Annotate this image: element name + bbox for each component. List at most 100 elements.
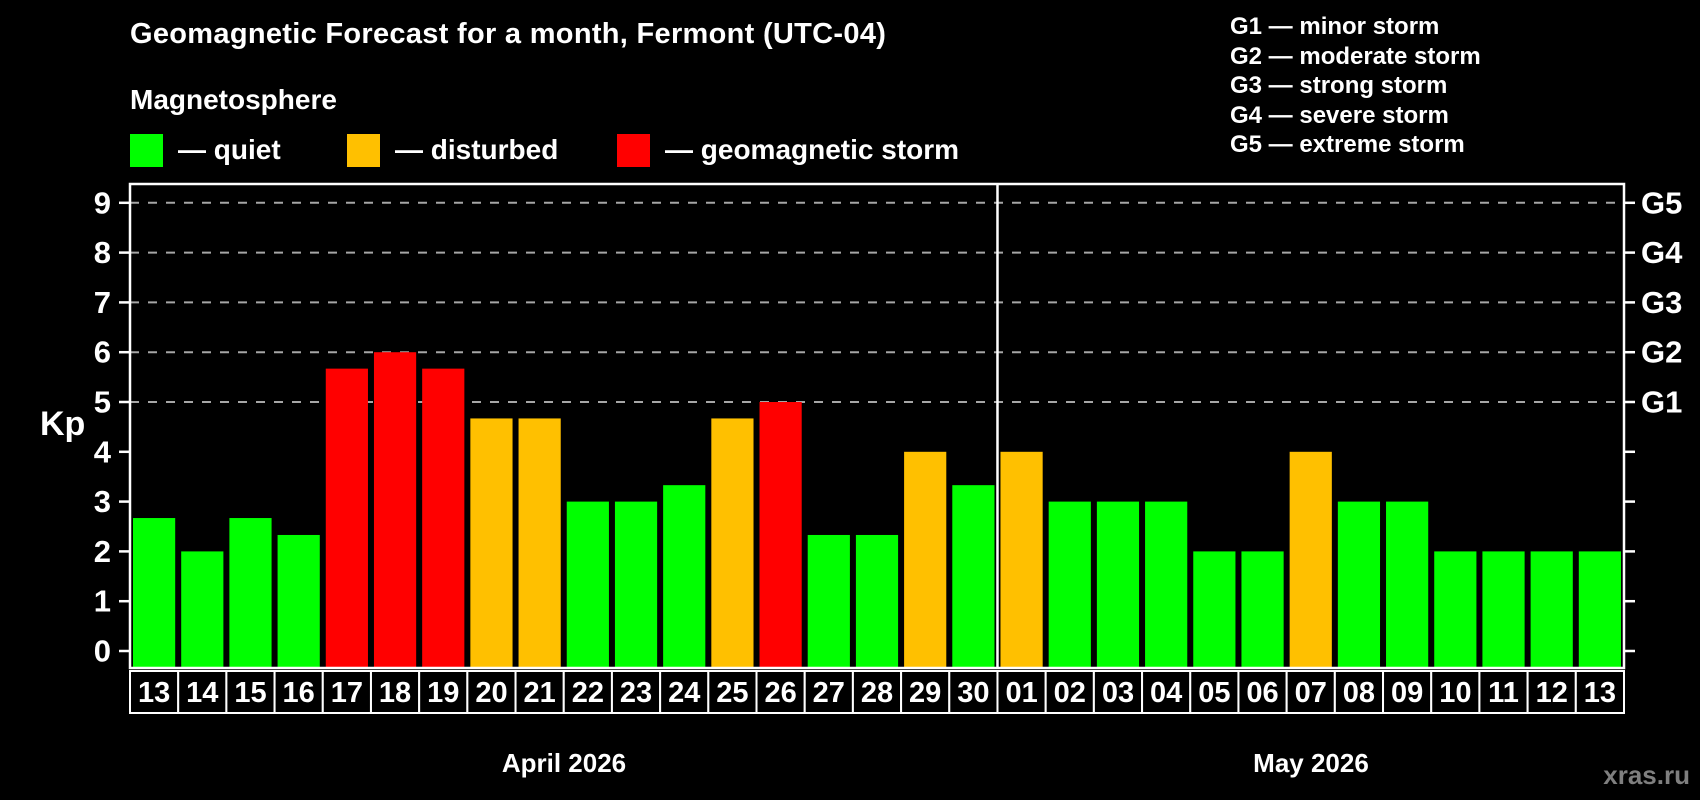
magnetosphere-legend-title: Magnetosphere (130, 84, 337, 115)
kp-bar-day-28 (855, 534, 899, 667)
kp-bar-day-08 (1337, 501, 1381, 667)
storm-scale-legend: G1 — minor storm G2 — moderate storm G3 … (1230, 12, 1481, 160)
right-axis-label-g4: G4 (1641, 235, 1683, 270)
kp-bar-day-13 (1578, 551, 1621, 667)
day-cell (514, 670, 565, 714)
kp-bar-day-14 (181, 551, 224, 667)
kp-bar-day-23 (614, 501, 658, 667)
day-cell-label: 05 (1198, 677, 1230, 709)
y-axis-tick-label: 4 (94, 434, 112, 469)
storm-scale-item-g1: G1 — minor storm (1230, 13, 1440, 40)
day-cell-label: 07 (1295, 677, 1327, 709)
legend-item-storm: — geomagnetic storm (617, 133, 959, 167)
day-cell-label: 19 (427, 677, 459, 709)
day-cell-label: 15 (234, 677, 266, 709)
day-cell-label: 26 (764, 677, 796, 709)
page-title: Geomagnetic Forecast for a month, Fermon… (130, 18, 887, 50)
kp-bar-day-02 (1048, 501, 1091, 667)
day-cell-label: 23 (620, 677, 652, 709)
day-cell (996, 670, 1047, 714)
day-cell (418, 670, 469, 714)
kp-bar-day-06 (1241, 551, 1284, 667)
kp-bar-day-17 (325, 368, 368, 667)
day-cell-label: 04 (1150, 677, 1182, 709)
kp-bar-day-21 (518, 418, 561, 667)
day-cell (1189, 670, 1240, 714)
day-cell-label: 16 (283, 677, 315, 709)
right-axis-label-g3: G3 (1641, 285, 1682, 320)
y-axis-tick-label: 3 (94, 484, 111, 519)
plot-border (128, 182, 1626, 670)
legend-item-label: — geomagnetic storm (665, 134, 960, 165)
day-cell-label: 14 (186, 677, 218, 709)
y-axis-tick-label: 2 (94, 534, 111, 569)
day-cell-label: 18 (379, 677, 411, 709)
day-cell-label: 29 (909, 677, 941, 709)
watermark: xras.ru (1603, 760, 1690, 790)
kp-bar-day-20 (470, 418, 513, 667)
kp-bar-day-24 (663, 485, 706, 667)
day-cell-label: 01 (1005, 677, 1037, 709)
storm-scale-item-g5: G5 — extreme storm (1230, 131, 1465, 159)
month-label-may: May 2026 (1253, 748, 1369, 778)
kp-bar-day-13 (133, 518, 176, 667)
right-axis-label-g1: G1 (1641, 385, 1682, 420)
kp-bar-day-12 (1530, 551, 1573, 667)
day-cell-label: 11 (1488, 677, 1519, 709)
day-cell (851, 670, 903, 714)
legend-item-label: — quiet (178, 134, 281, 165)
day-cell-label: 22 (572, 677, 604, 709)
day-cell-label: 12 (1536, 677, 1568, 709)
day-cell (1044, 670, 1095, 714)
day-cell-label: 10 (1439, 677, 1471, 709)
day-cell (948, 670, 999, 714)
day-cell-label: 09 (1391, 677, 1423, 709)
kp-bar-day-04 (1145, 501, 1188, 667)
day-cell-label: 24 (668, 677, 700, 709)
day-cell (610, 670, 662, 714)
day-cell (1430, 670, 1481, 714)
day-cell (177, 670, 228, 714)
day-cell (562, 670, 613, 714)
y-axis-tick-label: 0 (94, 634, 111, 669)
kp-bar-day-07 (1289, 451, 1332, 667)
legend-item-label: — disturbed (395, 134, 559, 165)
storm-scale-item-g3: G3 — strong storm (1230, 72, 1448, 100)
y-axis-tick-label: 7 (94, 285, 111, 320)
day-cell (466, 670, 517, 714)
kp-bar-day-05 (1193, 551, 1236, 667)
kp-bar-day-25 (711, 418, 754, 667)
y-axis-tick-label: 9 (94, 185, 111, 220)
y-axis-tick-label: 8 (94, 235, 111, 270)
kp-bar-day-18 (373, 352, 417, 667)
storm-scale-item-g2: G2 — moderate storm (1230, 42, 1481, 70)
storm-scale-item-g4: G4 — severe storm (1230, 101, 1449, 129)
kp-bar-day-10 (1434, 551, 1477, 667)
day-cell-label: 13 (138, 677, 170, 709)
day-cell (803, 670, 854, 714)
day-cell (1574, 670, 1625, 714)
y-axis-tick-label: 1 (94, 584, 111, 619)
day-cell (321, 670, 372, 714)
day-cell-label: 17 (331, 677, 363, 709)
kp-bar-day-29 (904, 451, 947, 667)
y-axis-tick-label: 6 (94, 335, 111, 370)
day-cell (755, 670, 806, 714)
day-cell-label: 02 (1054, 677, 1086, 709)
day-cell (1333, 670, 1385, 714)
kp-bar-day-15 (229, 518, 272, 667)
quiet-color-swatch (130, 133, 163, 167)
right-axis-label-g5: G5 (1641, 185, 1682, 220)
day-cell-label: 20 (475, 677, 507, 709)
day-cell-label: 03 (1102, 677, 1134, 709)
kp-bar-day-01 (1000, 451, 1043, 667)
day-cell-label: 06 (1246, 677, 1278, 709)
day-cell (1285, 670, 1336, 714)
month-label-april: April 2026 (501, 748, 627, 778)
day-cell-label: 21 (524, 677, 556, 709)
kp-bar-day-16 (277, 534, 320, 667)
day-cell-label: 30 (957, 677, 989, 709)
day-cell (369, 670, 421, 714)
